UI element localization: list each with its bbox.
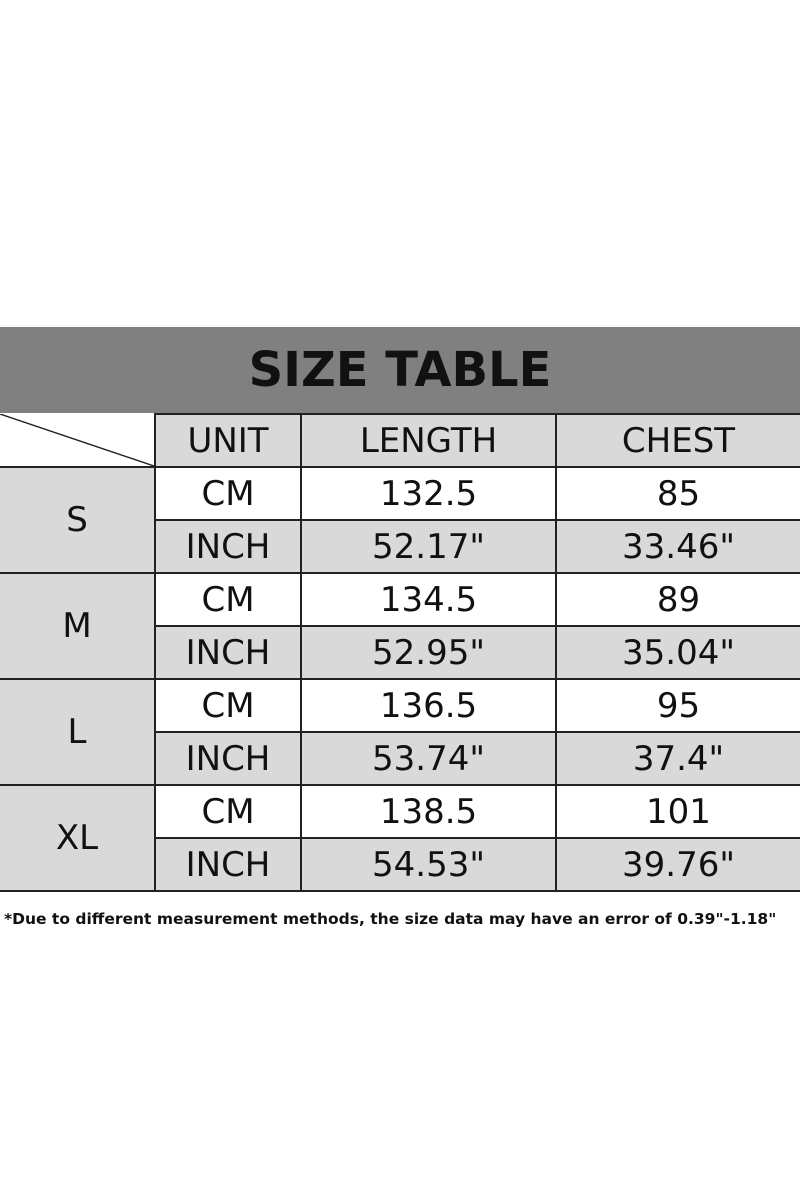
table-row: INCH 54.53" 39.76" [0,837,800,892]
table-row: INCH 52.17" 33.46" [0,519,800,574]
measurement-note: *Due to different measurement methods, t… [4,910,777,928]
size-label: M [0,572,156,680]
table-row: L CM 136.5 95 [0,678,800,786]
chest-cell: 101 [555,784,800,839]
length-cell: 53.74" [300,731,557,786]
size-label: XL [0,784,156,892]
table-row: XL CM 138.5 101 [0,784,800,892]
length-cell: 132.5 [300,466,557,521]
corner-cell [0,414,156,468]
unit-cell: INCH [154,625,302,680]
size-table: UNIT LENGTH CHEST S CM 132.5 85 INCH 52.17" 33… [0,413,800,892]
unit-cell: INCH [154,519,302,574]
header-unit: UNIT [154,413,302,468]
length-cell: 134.5 [300,572,557,627]
chest-cell: 39.76" [555,837,800,892]
length-cell: 136.5 [300,678,557,733]
table-title: SIZE TABLE [0,327,800,413]
length-cell: 138.5 [300,784,557,839]
unit-cell: CM [154,784,302,839]
header-row: UNIT LENGTH CHEST [0,413,800,468]
unit-cell: INCH [154,731,302,786]
length-cell: 52.95" [300,625,557,680]
chest-cell: 89 [555,572,800,627]
table-row: INCH 53.74" 37.4" [0,731,800,786]
table-row: INCH 52.95" 35.04" [0,625,800,680]
unit-cell: CM [154,678,302,733]
size-label: S [0,466,156,574]
chest-cell: 95 [555,678,800,733]
chest-cell: 35.04" [555,625,800,680]
unit-cell: INCH [154,837,302,892]
header-length: LENGTH [300,413,557,468]
diagonal-divider [0,414,154,466]
chest-cell: 85 [555,466,800,521]
size-label: L [0,678,156,786]
length-cell: 54.53" [300,837,557,892]
header-chest: CHEST [555,413,800,468]
unit-cell: CM [154,572,302,627]
unit-cell: CM [154,466,302,521]
length-cell: 52.17" [300,519,557,574]
chest-cell: 33.46" [555,519,800,574]
table-row: S CM 132.5 85 [0,466,800,574]
table-row: M CM 134.5 89 [0,572,800,680]
chest-cell: 37.4" [555,731,800,786]
